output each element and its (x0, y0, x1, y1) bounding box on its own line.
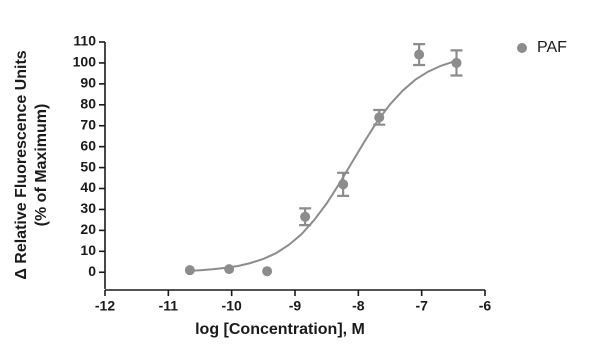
x-tick-label: -11 (159, 298, 179, 314)
data-point (224, 264, 235, 275)
data-point (338, 179, 349, 190)
y-tick-label: 110 (73, 33, 96, 49)
y-tick-label: 90 (80, 75, 96, 91)
y-axis-label: Δ Relative Fluorescence Units (13, 50, 30, 279)
data-point (374, 112, 385, 123)
y-tick-label: 10 (80, 242, 96, 258)
y-tick-label: 20 (80, 221, 96, 237)
y-tick-label: 30 (80, 200, 96, 216)
y-tick-label: 70 (80, 116, 96, 132)
y-tick-label: 40 (80, 179, 96, 195)
x-axis-label: log [Concentration], M (195, 321, 365, 338)
y-axis-label: (% of Maximum) (33, 104, 50, 227)
data-point (262, 266, 273, 277)
x-tick-label: -8 (352, 298, 365, 314)
data-point (184, 265, 195, 276)
data-point (300, 211, 311, 222)
y-tick-label: 50 (80, 158, 96, 174)
legend-label: PAF (537, 39, 567, 56)
x-tick-label: -10 (222, 298, 242, 314)
y-tick-label: 80 (80, 95, 96, 111)
x-tick-label: -12 (95, 298, 115, 314)
x-tick-label: -9 (289, 298, 302, 314)
x-tick-label: -7 (415, 298, 428, 314)
legend-marker (517, 43, 527, 53)
data-point (451, 57, 462, 68)
fit-curve (187, 59, 460, 272)
y-tick-label: 60 (80, 137, 96, 153)
x-tick-label: -6 (479, 298, 492, 314)
y-tick-label: 0 (88, 263, 96, 279)
y-tick-label: 100 (73, 54, 97, 70)
data-point (414, 49, 425, 60)
